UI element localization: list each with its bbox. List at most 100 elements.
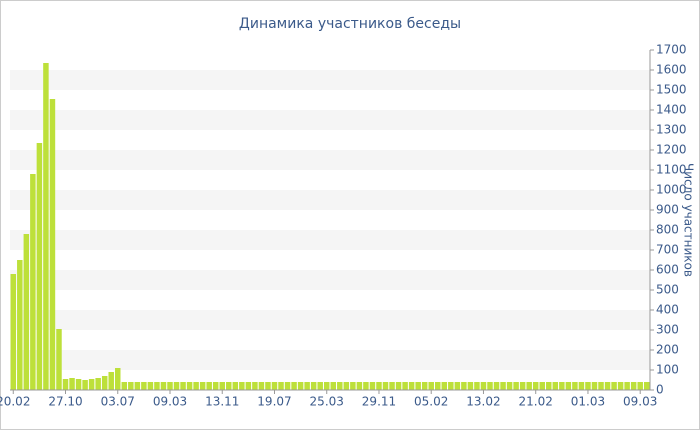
x-tick-label: 03.07	[101, 395, 135, 409]
bar	[56, 329, 62, 390]
y-tick-label: 1100	[656, 163, 687, 177]
y-tick-label: 500	[656, 283, 679, 297]
bar	[252, 382, 258, 390]
bar	[506, 382, 513, 390]
x-tick-label: 13.11	[205, 395, 239, 409]
bar	[461, 382, 467, 390]
bar	[546, 382, 552, 390]
bar	[147, 382, 154, 390]
bar	[493, 382, 500, 390]
x-tick-label: 09.03	[623, 395, 657, 409]
y-tick-label: 900	[656, 203, 679, 217]
bar	[193, 382, 199, 390]
grid-band	[10, 310, 650, 330]
bar	[559, 382, 565, 390]
y-tick-label: 1300	[656, 123, 687, 137]
bar	[271, 382, 278, 390]
bar	[206, 382, 212, 390]
y-tick-label: 1200	[656, 143, 687, 157]
bar	[591, 382, 598, 390]
bar	[154, 382, 160, 390]
bar	[43, 63, 49, 390]
bar	[245, 382, 252, 390]
grid-band	[10, 190, 650, 210]
bar	[284, 382, 291, 390]
bar	[121, 382, 128, 390]
bar	[604, 382, 611, 390]
bar	[389, 382, 395, 390]
bar	[552, 382, 559, 390]
bar	[36, 143, 43, 390]
x-tick-label: 19.07	[257, 395, 291, 409]
bar	[382, 382, 389, 390]
grid-band	[10, 230, 650, 250]
y-tick-label: 600	[656, 263, 679, 277]
y-tick-label: 1500	[656, 83, 687, 97]
grid-band	[10, 110, 650, 130]
bar	[186, 382, 193, 390]
bar	[513, 382, 519, 390]
bar	[585, 382, 591, 390]
bar	[173, 382, 180, 390]
bar	[337, 382, 343, 390]
bar	[617, 382, 624, 390]
y-tick-label: 1000	[656, 183, 687, 197]
bar	[402, 382, 408, 390]
bar	[317, 382, 323, 390]
bar	[49, 99, 56, 390]
y-tick-label: 200	[656, 343, 679, 357]
bar	[454, 382, 461, 390]
x-tick-label: 25.03	[310, 395, 344, 409]
bar	[23, 234, 30, 390]
bar	[376, 382, 382, 390]
y-tick-label: 400	[656, 303, 679, 317]
grid-band	[10, 70, 650, 90]
bar	[519, 382, 526, 390]
x-tick-label: 20.02	[0, 395, 30, 409]
bar	[330, 382, 337, 390]
bar	[297, 382, 304, 390]
bar	[17, 260, 23, 390]
bar	[265, 382, 271, 390]
bar	[160, 382, 167, 390]
bar	[487, 382, 493, 390]
bar	[565, 382, 572, 390]
bar	[532, 382, 539, 390]
bar	[624, 382, 630, 390]
y-tick-label: 700	[656, 243, 679, 257]
bar	[363, 382, 369, 390]
bar	[611, 382, 617, 390]
bar	[278, 382, 284, 390]
chart-title: Динамика участников беседы	[239, 16, 461, 32]
y-tick-label: 1600	[656, 63, 687, 77]
x-tick-label: 29.11	[362, 395, 396, 409]
y-tick-label: 0	[656, 383, 664, 397]
bar	[232, 382, 239, 390]
bar	[578, 382, 585, 390]
bar	[82, 380, 88, 390]
y-axis-label: Число участников	[682, 163, 696, 277]
x-tick-label: 05.02	[414, 395, 448, 409]
bar	[395, 382, 402, 390]
bar	[304, 382, 310, 390]
bar	[408, 382, 415, 390]
x-tick-label: 01.03	[571, 395, 605, 409]
bar	[480, 382, 487, 390]
bar	[441, 382, 448, 390]
bar	[291, 382, 297, 390]
bar	[167, 382, 173, 390]
bar	[467, 382, 474, 390]
bar	[572, 382, 578, 390]
bar	[101, 376, 108, 390]
bar	[421, 382, 428, 390]
bar	[128, 382, 134, 390]
y-tick-label: 800	[656, 223, 679, 237]
bar	[415, 382, 421, 390]
x-tick-label: 27.10	[48, 395, 82, 409]
bar	[180, 382, 186, 390]
bar	[199, 382, 206, 390]
bar	[350, 382, 356, 390]
bar	[643, 382, 650, 390]
y-tick-label: 1700	[656, 43, 687, 57]
